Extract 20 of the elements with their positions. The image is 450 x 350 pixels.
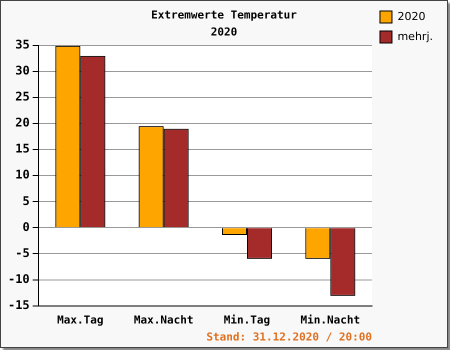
x-tick-label: Min.Nacht: [300, 313, 360, 326]
y-tick-label: 35: [15, 38, 30, 52]
y-tick-label: 15: [15, 142, 30, 156]
y-tick-label: 30: [15, 64, 30, 78]
x-tick-label: Max.Nacht: [134, 313, 194, 326]
x-tick-label: Max.Tag: [57, 313, 104, 326]
y-tick-label: -15: [8, 298, 30, 312]
legend-label: 2020: [397, 10, 426, 23]
y-tick-label: 0: [22, 220, 30, 234]
legend-label: mehrj.: [397, 30, 433, 43]
text: Stand: 31.12.2020 / 20:00: [206, 330, 372, 344]
x-tick-label: Min.Tag: [224, 313, 270, 326]
y-tick-label: 5: [22, 194, 30, 208]
y-tick-label: -5: [15, 246, 30, 260]
y-tick-label: -10: [8, 272, 30, 286]
y-tick-label: 20: [15, 116, 30, 130]
chart-subtitle: 2020: [210, 26, 238, 39]
y-tick-label: 25: [15, 90, 30, 104]
chart-title: Extremwerte Temperatur: [151, 8, 298, 22]
y-tick-label: 10: [15, 168, 30, 182]
